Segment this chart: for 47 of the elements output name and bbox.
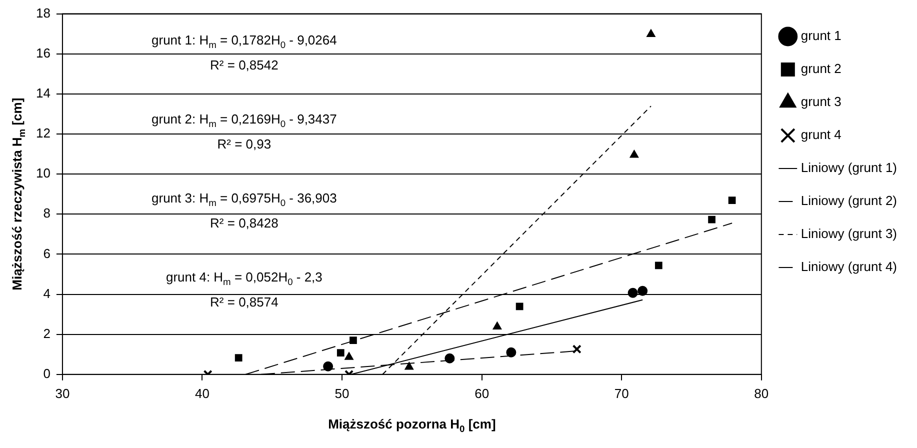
legend-label: grunt 3: [800, 94, 842, 110]
y-tick-label: 12: [36, 126, 50, 141]
point: [708, 216, 716, 224]
legend-label: Liniowy (grunt 2): [800, 193, 898, 208]
point: [444, 353, 455, 364]
point: [572, 344, 582, 354]
x-tick-label: 70: [614, 386, 629, 401]
legend-label: grunt 1: [800, 28, 842, 44]
y-tick-label: 0: [43, 366, 50, 381]
point: [728, 196, 736, 204]
legend-label: Liniowy (grunt 1): [800, 160, 898, 176]
x-tick-label: 50: [334, 386, 350, 401]
legend-label: grunt 2: [800, 61, 842, 76]
y-tick-label: 8: [43, 206, 50, 221]
y-tick-label: 4: [43, 286, 50, 301]
y-tick-label: 10: [36, 166, 50, 181]
point: [344, 352, 354, 360]
point: [234, 354, 242, 362]
point: [630, 150, 639, 158]
point: [654, 262, 662, 270]
x-tick-label: 80: [754, 386, 769, 401]
point: [628, 288, 638, 298]
x-tick-label: 30: [55, 386, 70, 401]
y-tick-label: 6: [43, 246, 50, 261]
point: [336, 349, 344, 356]
point: [323, 361, 334, 372]
annotation: R² = 0,8542: [210, 57, 278, 72]
point: [350, 336, 357, 344]
x-tick-label: 40: [195, 386, 210, 401]
point: [506, 347, 516, 358]
y-axis-title: Miąższość rzeczywista Hm [cm]: [10, 98, 28, 290]
legend-label: Liniowy (grunt 4): [800, 259, 898, 274]
point: [492, 322, 502, 330]
legend-label: grunt 4: [800, 127, 842, 142]
y-tick-label: 16: [36, 45, 50, 60]
legend-label: Liniowy (grunt 3): [800, 226, 898, 242]
annotation: R² = 0,93: [217, 136, 272, 152]
y-tick-label: 2: [43, 326, 50, 341]
annotation: R² = 0,8574: [210, 294, 278, 310]
x-tick-label: 60: [474, 386, 490, 401]
y-tick-label: 14: [36, 86, 50, 101]
y-tick-label: 18: [36, 5, 50, 20]
point: [516, 302, 524, 310]
point: [638, 286, 648, 296]
point: [404, 362, 414, 370]
point: [646, 29, 656, 37]
annotation: R² = 0,8428: [210, 215, 278, 230]
